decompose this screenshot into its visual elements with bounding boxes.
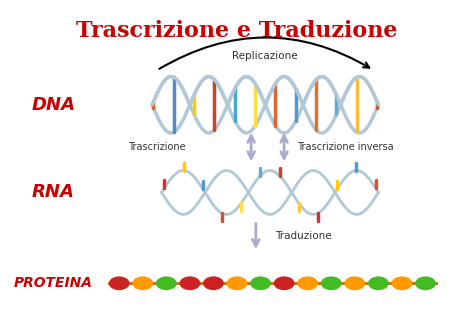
Text: DNA: DNA (31, 96, 75, 114)
Circle shape (180, 276, 200, 290)
Text: Trascrizione inversa: Trascrizione inversa (297, 142, 394, 152)
Circle shape (345, 276, 365, 290)
Text: Trascrizione: Trascrizione (128, 142, 186, 152)
Circle shape (109, 276, 129, 290)
Circle shape (321, 276, 342, 290)
Circle shape (156, 276, 177, 290)
Circle shape (274, 276, 294, 290)
Circle shape (392, 276, 412, 290)
Circle shape (297, 276, 318, 290)
Text: RNA: RNA (32, 184, 75, 202)
Circle shape (250, 276, 271, 290)
Circle shape (132, 276, 153, 290)
Circle shape (415, 276, 436, 290)
Circle shape (203, 276, 224, 290)
Text: Replicazione: Replicazione (232, 51, 298, 61)
Text: PROTEINA: PROTEINA (14, 276, 93, 290)
Text: Trascrizione e Traduzione: Trascrizione e Traduzione (76, 20, 398, 42)
Circle shape (227, 276, 247, 290)
Circle shape (368, 276, 389, 290)
Text: Traduzione: Traduzione (275, 231, 331, 241)
